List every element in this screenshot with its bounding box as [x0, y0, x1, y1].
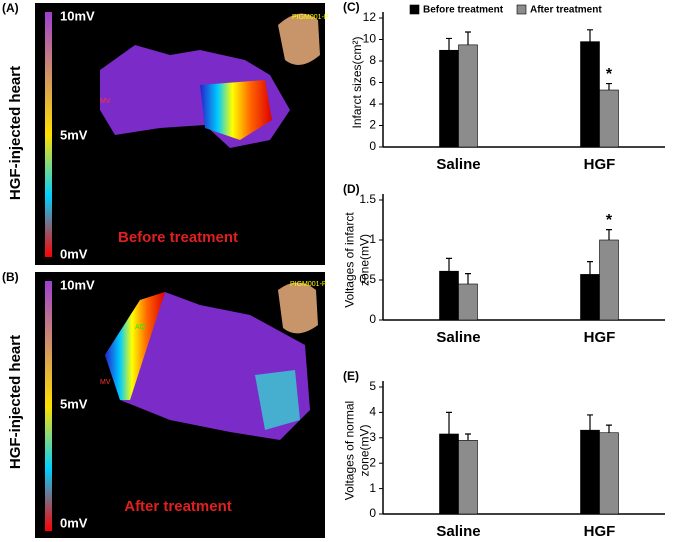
- border-region: [255, 370, 300, 430]
- significance-mark: *: [606, 66, 613, 83]
- error-bar: [606, 229, 612, 240]
- y-tick-label: 4: [369, 405, 376, 419]
- bar: [439, 270, 459, 321]
- map-tag: MV: [100, 379, 111, 386]
- error-bar: [465, 31, 471, 45]
- y-tick-label: 10: [363, 32, 377, 46]
- map-caption: Before treatment: [118, 229, 238, 246]
- y-tick-label: 4: [369, 96, 376, 110]
- mapping-panels: [35, 3, 325, 538]
- bar: [599, 89, 619, 148]
- scale-label: 0mV: [60, 515, 88, 530]
- panel-label: (A): [2, 1, 19, 15]
- panel-label: (E): [343, 369, 359, 383]
- color-bar: [45, 281, 52, 531]
- bar: [580, 274, 600, 321]
- y-tick-label: 2: [369, 455, 376, 469]
- y-tick-label: 12: [363, 10, 377, 24]
- panel-label: (B): [2, 270, 19, 284]
- panel-label: (C): [343, 0, 360, 14]
- bar: [439, 49, 459, 148]
- significance-mark: *: [606, 212, 613, 229]
- y-tick-label: 5: [369, 379, 376, 393]
- bar: [580, 429, 600, 515]
- x-tick-label: Saline: [436, 156, 480, 173]
- bar: [599, 432, 619, 515]
- scale-label: 5mV: [60, 396, 88, 411]
- map-tag: PIGM001-P: [292, 14, 329, 21]
- y-axis-label: Voltages of infarct: [343, 212, 357, 308]
- scar-region: [105, 292, 165, 400]
- map-caption: After treatment: [124, 498, 232, 515]
- x-tick-label: HGF: [584, 156, 616, 173]
- y-axis-label: zone(mV): [358, 424, 372, 476]
- error-bar: [587, 29, 593, 42]
- panel-label: (D): [343, 182, 360, 196]
- map-tag: PIGM001-P: [290, 281, 327, 288]
- scale-label: 10mV: [60, 8, 95, 23]
- y-tick-label: 3: [369, 430, 376, 444]
- bar: [458, 44, 478, 148]
- y-tick-label: 0.5: [359, 272, 376, 286]
- orientation-icon: [278, 13, 320, 65]
- error-bar: [465, 273, 471, 284]
- y-tick-label: 1.5: [359, 192, 376, 206]
- bar: [458, 440, 478, 515]
- scar-region: [200, 80, 272, 140]
- error-bar: [587, 261, 593, 275]
- x-tick-label: HGF: [584, 329, 616, 346]
- legend-swatch: [409, 4, 420, 15]
- error-bar: [446, 411, 452, 434]
- y-axis-label: zone(mV): [358, 234, 372, 286]
- x-tick-label: Saline: [436, 329, 480, 346]
- bar: [599, 239, 619, 321]
- side-label: HGF-injected heart: [7, 335, 24, 469]
- y-tick-label: 1: [369, 481, 376, 495]
- y-tick-label: 6: [369, 75, 376, 89]
- legend-label: After treatment: [530, 5, 602, 16]
- y-tick-label: 1: [369, 232, 376, 246]
- legend-label: Before treatment: [423, 5, 504, 16]
- legend-swatch: [516, 4, 527, 15]
- y-tick-label: 8: [369, 53, 376, 67]
- scale-label: 10mV: [60, 277, 95, 292]
- error-bar: [587, 414, 593, 431]
- y-tick-label: 0: [369, 139, 376, 153]
- x-tick-label: Saline: [436, 523, 480, 540]
- error-bar: [446, 37, 452, 51]
- bar: [458, 283, 478, 321]
- error-bar: [465, 433, 471, 441]
- map-background: [35, 3, 325, 265]
- bar: [580, 41, 600, 148]
- color-bar: [45, 12, 52, 257]
- scale-label: 5mV: [60, 127, 88, 142]
- y-axis-label: Voltages of normal: [343, 401, 357, 500]
- y-axis-label: Infarct sizes(cm²): [350, 36, 364, 128]
- map-tag: MV: [100, 98, 111, 105]
- error-bar: [446, 257, 452, 272]
- orientation-icon: [278, 282, 318, 334]
- y-tick-label: 0: [369, 312, 376, 326]
- y-tick-label: 2: [369, 118, 376, 132]
- x-tick-label: HGF: [584, 523, 616, 540]
- error-bar: [606, 424, 612, 433]
- map-tag: AO: [135, 324, 146, 331]
- bar: [439, 433, 459, 515]
- side-label: HGF-injected heart: [7, 66, 24, 200]
- heart-map: [105, 292, 310, 440]
- y-tick-label: 0: [369, 506, 376, 520]
- error-bar: [606, 82, 612, 91]
- scale-label: 0mV: [60, 246, 88, 261]
